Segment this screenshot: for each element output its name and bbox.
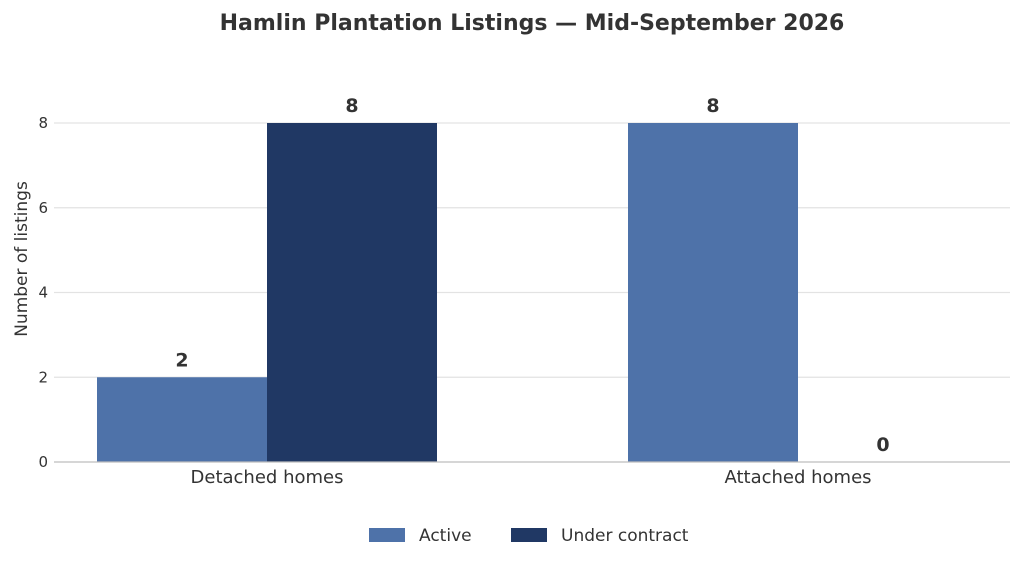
x-tick-label: Attached homes bbox=[724, 467, 871, 488]
chart-title: Hamlin Plantation Listings — Mid-Septemb… bbox=[220, 11, 845, 36]
y-tick-label: 0 bbox=[38, 453, 48, 471]
y-tick-label: 8 bbox=[38, 114, 48, 132]
y-tick-label: 2 bbox=[38, 368, 48, 386]
bars bbox=[97, 123, 798, 462]
y-axis-label: Number of listings bbox=[12, 181, 32, 337]
bar-active bbox=[97, 377, 267, 462]
legend: Active Under contract bbox=[369, 526, 689, 546]
legend-swatch bbox=[369, 528, 405, 542]
y-tick-label: 6 bbox=[38, 199, 48, 217]
x-axis-ticks: Detached homes Attached homes bbox=[191, 467, 872, 488]
bar-under-contract bbox=[267, 123, 437, 462]
data-label: 8 bbox=[706, 95, 719, 117]
data-label: 8 bbox=[345, 95, 358, 117]
x-tick-label: Detached homes bbox=[191, 467, 344, 488]
legend-label: Under contract bbox=[561, 526, 689, 546]
data-label: 0 bbox=[876, 434, 889, 456]
y-axis-ticks: 0 2 4 6 8 bbox=[38, 114, 48, 471]
y-tick-label: 4 bbox=[38, 284, 48, 302]
data-label: 2 bbox=[175, 349, 188, 371]
data-labels: 2 8 8 0 bbox=[175, 95, 889, 456]
legend-swatch bbox=[511, 528, 547, 542]
legend-label: Active bbox=[419, 526, 472, 546]
bar-active bbox=[628, 123, 798, 462]
grid-lines bbox=[54, 122, 1010, 378]
